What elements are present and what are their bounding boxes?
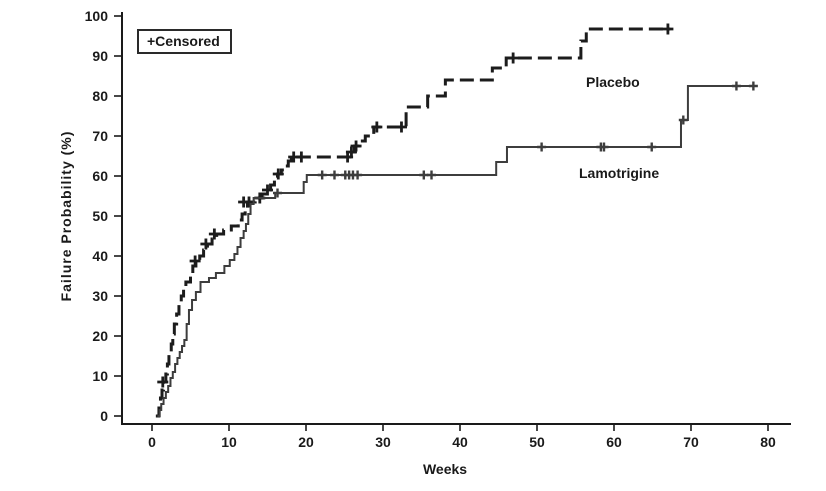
lamotrigine-censored-mark (537, 142, 547, 152)
lamotrigine-censored-mark (419, 170, 429, 180)
placebo-censored-mark (262, 184, 273, 196)
y-tick-label: 20 (92, 328, 108, 344)
placebo-censored-mark (507, 52, 519, 64)
lamotrigine-series-label: Lamotrigine (579, 165, 660, 181)
placebo-censored-mark (395, 121, 407, 133)
y-tick-label: 10 (92, 368, 108, 384)
x-tick-label: 30 (375, 434, 391, 450)
lamotrigine-censored-mark (748, 81, 758, 91)
x-tick-label: 10 (221, 434, 237, 450)
lamotrigine-censored-mark (317, 170, 327, 180)
lamotrigine-censored-mark (731, 81, 741, 91)
x-tick-label: 0 (148, 434, 156, 450)
censored-legend-label: +Censored (147, 33, 220, 49)
y-tick-label: 90 (92, 48, 108, 64)
y-tick-label: 40 (92, 248, 108, 264)
y-tick-label: 0 (100, 408, 108, 424)
lamotrigine-censored-mark (678, 115, 688, 125)
placebo-censored-mark (350, 140, 362, 152)
x-tick-label: 60 (606, 434, 622, 450)
x-tick-label: 40 (452, 434, 468, 450)
placebo-censored-mark (345, 146, 357, 158)
x-tick-label: 70 (683, 434, 699, 450)
placebo-censored-mark (272, 168, 284, 180)
y-axis-title: Failure Probability (%) (58, 130, 74, 302)
y-tick-label: 30 (92, 288, 108, 304)
lamotrigine-censored-mark (353, 170, 363, 180)
x-tick-label: 80 (760, 434, 776, 450)
axes-lines (121, 12, 791, 425)
placebo-censored-mark (200, 238, 212, 250)
lamotrigine-censored-mark (273, 188, 283, 198)
lamotrigine-censored-mark (329, 170, 339, 180)
y-tick-label: 50 (92, 208, 108, 224)
lamotrigine-censored-mark (647, 142, 657, 152)
x-axis-title: Weeks (422, 461, 468, 477)
placebo-curve (155, 27, 671, 418)
placebo-censored-mark (295, 151, 307, 163)
y-tick-label: 60 (92, 168, 108, 184)
placebo-series-label: Placebo (586, 74, 640, 90)
placebo-censored-mark (662, 23, 674, 35)
y-tick-label: 70 (92, 128, 108, 144)
censored-legend-box: +Censored (137, 29, 232, 54)
x-tick-label: 50 (529, 434, 545, 450)
lamotrigine-censored-mark (599, 142, 609, 152)
y-tick-label: 100 (85, 8, 109, 24)
y-tick-label: 80 (92, 88, 108, 104)
x-tick-label: 20 (298, 434, 314, 450)
lamotrigine-censored-mark (427, 170, 437, 180)
lamotrigine-curve (157, 85, 757, 417)
placebo-censored-mark (189, 255, 201, 267)
placebo-censored-mark (157, 376, 169, 388)
placebo-censored-mark (208, 228, 220, 240)
placebo-censored-mark (371, 121, 383, 133)
